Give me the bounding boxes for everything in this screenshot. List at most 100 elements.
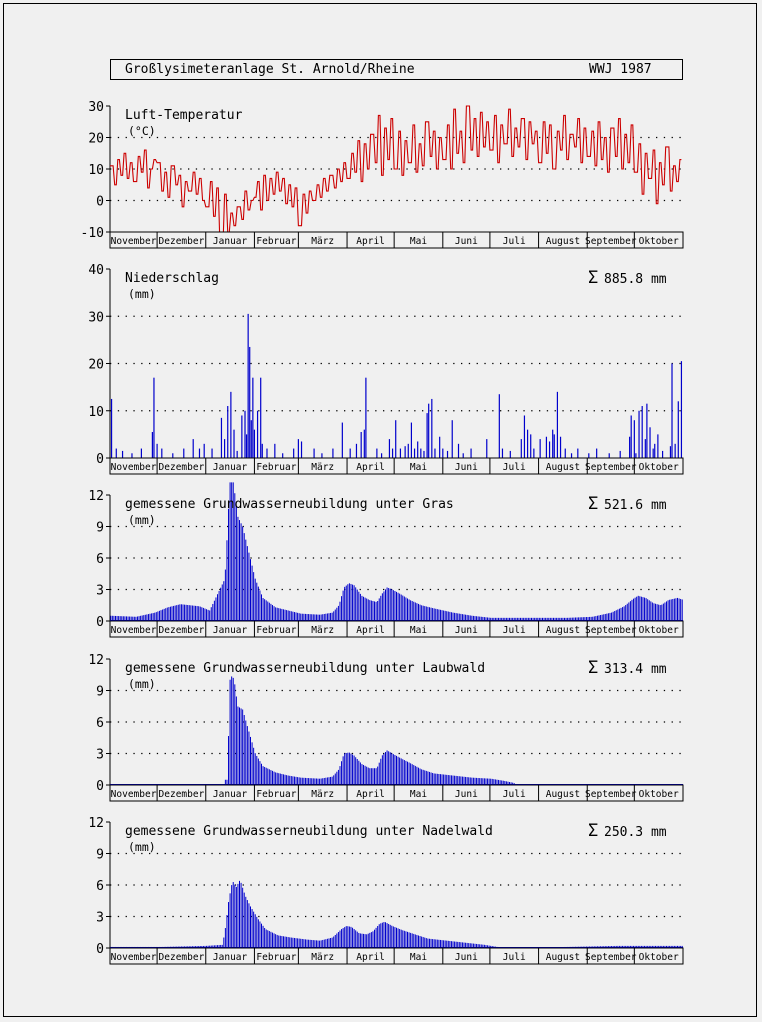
panel-title: gemessene Grundwasserneubildung unter La… xyxy=(125,661,485,676)
month-label: Juni xyxy=(455,236,478,247)
y-tick-label: 3 xyxy=(96,911,104,926)
y-tick-label: 6 xyxy=(96,716,104,731)
month-label: Januar xyxy=(213,789,248,800)
month-label: September xyxy=(585,789,637,800)
panel-sum: 313.4 mm xyxy=(604,662,667,677)
month-strip xyxy=(109,620,684,638)
y-tick-label: 0 xyxy=(96,942,104,957)
month-strip xyxy=(109,231,684,249)
figure-header: Großlysimeteranlage St. Arnold/Rheine WW… xyxy=(110,59,683,80)
month-label: Dezember xyxy=(159,789,205,800)
month-label: April xyxy=(356,236,385,247)
month-label: Februar xyxy=(256,625,296,636)
month-label: Mai xyxy=(410,789,427,800)
month-label: Februar xyxy=(256,462,296,473)
panel-recharge-laubwald: 0 3 6 9 12 gemessene Grundwasserneubildung un… xyxy=(88,653,684,802)
month-label: Juni xyxy=(455,952,478,963)
y-tick-label: 9 xyxy=(96,848,104,863)
month-label: April xyxy=(356,625,385,636)
month-label: Juni xyxy=(455,462,478,473)
y-tick-label: 0 xyxy=(96,615,104,630)
y-tick-label: 12 xyxy=(88,653,104,668)
month-strip xyxy=(109,784,684,802)
month-label: November xyxy=(111,625,157,636)
month-label: Juli xyxy=(503,462,526,473)
month-label: Oktober xyxy=(639,625,679,636)
panel-title: Luft-Temperatur xyxy=(125,108,243,123)
y-tick-label: 10 xyxy=(88,163,104,178)
y-tick-label: 40 xyxy=(88,263,104,278)
panel-sum: 250.3 mm xyxy=(604,825,667,840)
month-label: August xyxy=(546,625,580,636)
month-label: November xyxy=(111,789,157,800)
month-label: Oktober xyxy=(639,462,679,473)
month-label: Juli xyxy=(503,236,526,247)
month-label: Oktober xyxy=(639,789,679,800)
month-label: Juni xyxy=(455,789,478,800)
month-label: September xyxy=(585,625,637,636)
panel-unit: (mm) xyxy=(128,677,156,691)
panel-sum: 521.6 mm xyxy=(604,498,667,513)
month-label: Dezember xyxy=(159,625,205,636)
month-label: August xyxy=(546,462,580,473)
y-tick-label: 20 xyxy=(88,132,104,147)
water-year-label: WWJ 1987 xyxy=(589,62,652,77)
y-tick-label: 20 xyxy=(88,358,104,373)
sum-symbol: Σ xyxy=(588,494,598,514)
month-label: Januar xyxy=(213,462,248,473)
panel-unit: (mm) xyxy=(128,513,156,527)
month-label: Juni xyxy=(455,625,478,636)
sum-symbol: Σ xyxy=(588,658,598,678)
figure-frame xyxy=(3,3,757,1017)
month-strip xyxy=(109,457,684,475)
panel-unit: (mm) xyxy=(128,287,156,301)
y-tick-label: 0 xyxy=(96,452,104,467)
panel-temperature: -10 0 10 20 30 Luft-Temperatur(°C) November Dez… xyxy=(81,100,684,249)
sum-symbol: Σ xyxy=(588,821,598,841)
month-label: Juli xyxy=(503,625,526,636)
y-tick-label: 30 xyxy=(88,310,104,325)
figure-title: Großlysimeteranlage St. Arnold/Rheine xyxy=(125,62,415,77)
month-label: Januar xyxy=(213,236,248,247)
month-label: November xyxy=(111,952,157,963)
panel-recharge-gras: 0 3 6 9 12 gemessene Grundwasserneubildung un… xyxy=(88,482,684,638)
sum-symbol: Σ xyxy=(588,268,598,288)
panel-title: Niederschlag xyxy=(125,271,219,286)
month-label: März xyxy=(311,236,334,247)
month-label: Mai xyxy=(410,462,427,473)
month-label: Oktober xyxy=(639,236,679,247)
month-label: April xyxy=(356,462,385,473)
y-tick-label: 12 xyxy=(88,816,104,831)
y-tick-label: 6 xyxy=(96,552,104,567)
month-label: Mai xyxy=(410,625,427,636)
y-tick-label: 3 xyxy=(96,748,104,763)
month-label: März xyxy=(311,952,334,963)
month-label: Dezember xyxy=(159,236,205,247)
month-label: Oktober xyxy=(639,952,679,963)
panel-recharge-nadelwald: 0 3 6 9 12 gemessene Grundwasserneubildung un… xyxy=(88,816,684,965)
y-tick-label: 3 xyxy=(96,584,104,599)
month-label: August xyxy=(546,236,580,247)
y-tick-label: 0 xyxy=(96,779,104,794)
month-label: Februar xyxy=(256,952,296,963)
panel-title: gemessene Grundwasserneubildung unter Gr… xyxy=(125,497,454,512)
month-label: August xyxy=(546,789,580,800)
month-label: März xyxy=(311,462,334,473)
month-label: November xyxy=(111,236,157,247)
month-label: April xyxy=(356,952,385,963)
month-label: März xyxy=(311,625,334,636)
panel-unit: (°C) xyxy=(128,124,156,138)
panel-sum: 885.8 mm xyxy=(604,272,667,287)
panel-title: gemessene Grundwasserneubildung unter Na… xyxy=(125,824,493,839)
month-label: September xyxy=(585,952,637,963)
month-label: Februar xyxy=(256,236,296,247)
month-label: März xyxy=(311,789,334,800)
y-tick-label: 9 xyxy=(96,685,104,700)
y-tick-label: 6 xyxy=(96,879,104,894)
temperature-series-line xyxy=(110,105,682,246)
y-tick-label: 0 xyxy=(96,195,104,210)
month-label: September xyxy=(585,462,637,473)
month-label: Mai xyxy=(410,236,427,247)
y-tick-label: 30 xyxy=(88,100,104,115)
